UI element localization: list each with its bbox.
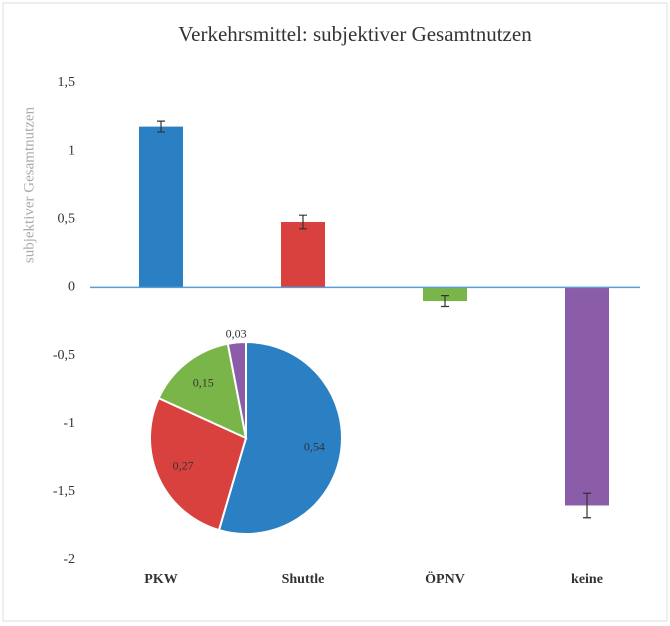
pie-label: 0,03 — [226, 327, 247, 341]
y-tick-label: 0,5 — [58, 212, 76, 227]
bar — [139, 126, 183, 288]
y-tick-label: 1,5 — [58, 75, 76, 90]
error-bar — [583, 492, 591, 519]
y-tick-label: -1 — [63, 416, 75, 431]
bar — [565, 287, 609, 506]
y-tick-label: 0 — [68, 280, 75, 295]
pie-label: 0,54 — [304, 440, 325, 454]
pie-label: 0,27 — [173, 458, 194, 472]
x-tick-label: keine — [571, 572, 603, 587]
error-bar — [299, 214, 307, 230]
pie-slice — [157, 342, 248, 440]
y-tick-label: -1,5 — [53, 484, 75, 499]
bar — [281, 222, 325, 288]
y-tick-label: -2 — [63, 552, 75, 567]
pie-slice — [226, 340, 247, 439]
y-axis-title: subjektiver Gesamtnutzen — [21, 106, 37, 263]
x-tick-label: ÖPNV — [425, 570, 465, 587]
x-tick-label: Shuttle — [282, 572, 325, 587]
bar — [423, 287, 467, 302]
x-tick-label: PKW — [144, 572, 177, 587]
pie-label: 0,15 — [193, 375, 214, 389]
y-tick-label: -0,5 — [53, 348, 75, 363]
error-bar — [157, 120, 165, 133]
error-bar — [441, 295, 449, 308]
chart-title: Verkehrsmittel: subjektiver Gesamtnutzen — [178, 22, 532, 46]
pie-slice — [149, 396, 248, 532]
pie-slice — [217, 340, 343, 535]
y-tick-label: 1 — [68, 143, 75, 158]
